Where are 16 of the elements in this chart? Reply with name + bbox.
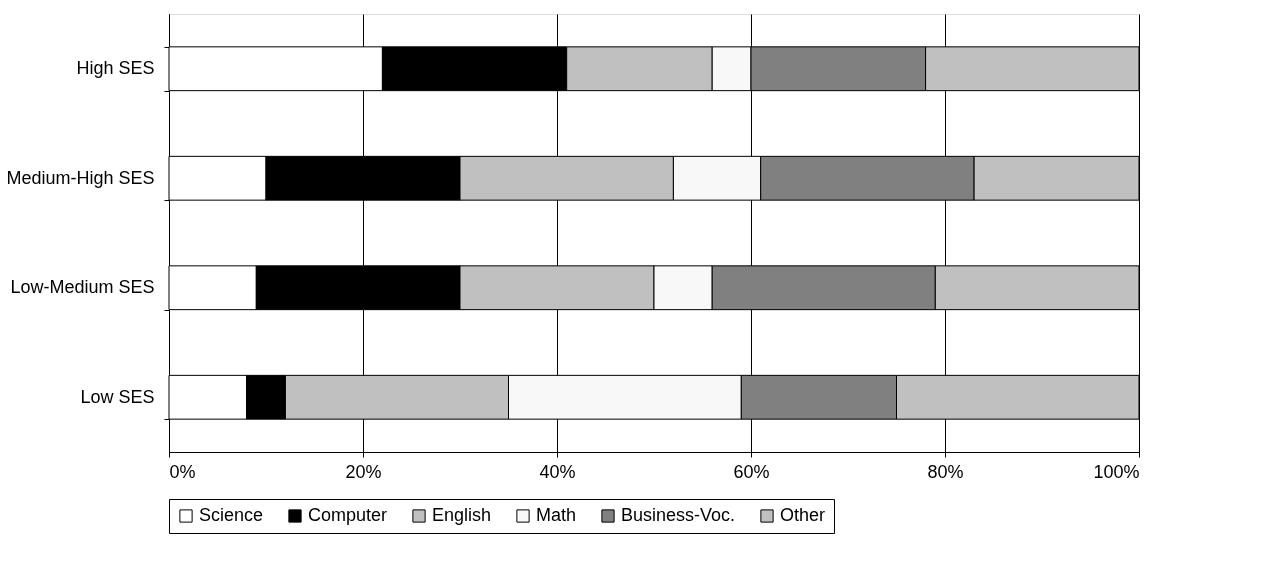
legend-label: Science [199, 505, 264, 525]
legend-label: English [432, 505, 492, 525]
legend-label: Computer [308, 505, 388, 525]
x-tick-label: 80% [927, 461, 964, 482]
y-tick-label: Medium-High SES [6, 167, 155, 188]
x-tick-label: 0% [169, 461, 196, 482]
legend-label: Other [780, 505, 826, 525]
y-tick-label: High SES [76, 58, 155, 79]
x-tick-label: 60% [733, 461, 770, 482]
legend-label: Math [536, 505, 577, 525]
y-tick-label: Low-Medium SES [10, 277, 155, 298]
x-tick-label: 40% [539, 461, 576, 482]
y-tick-label: Low SES [80, 386, 155, 407]
x-tick-label: 20% [345, 461, 382, 482]
x-tick-label: 100% [1093, 461, 1140, 482]
legend-label: Business-Voc. [621, 505, 736, 525]
